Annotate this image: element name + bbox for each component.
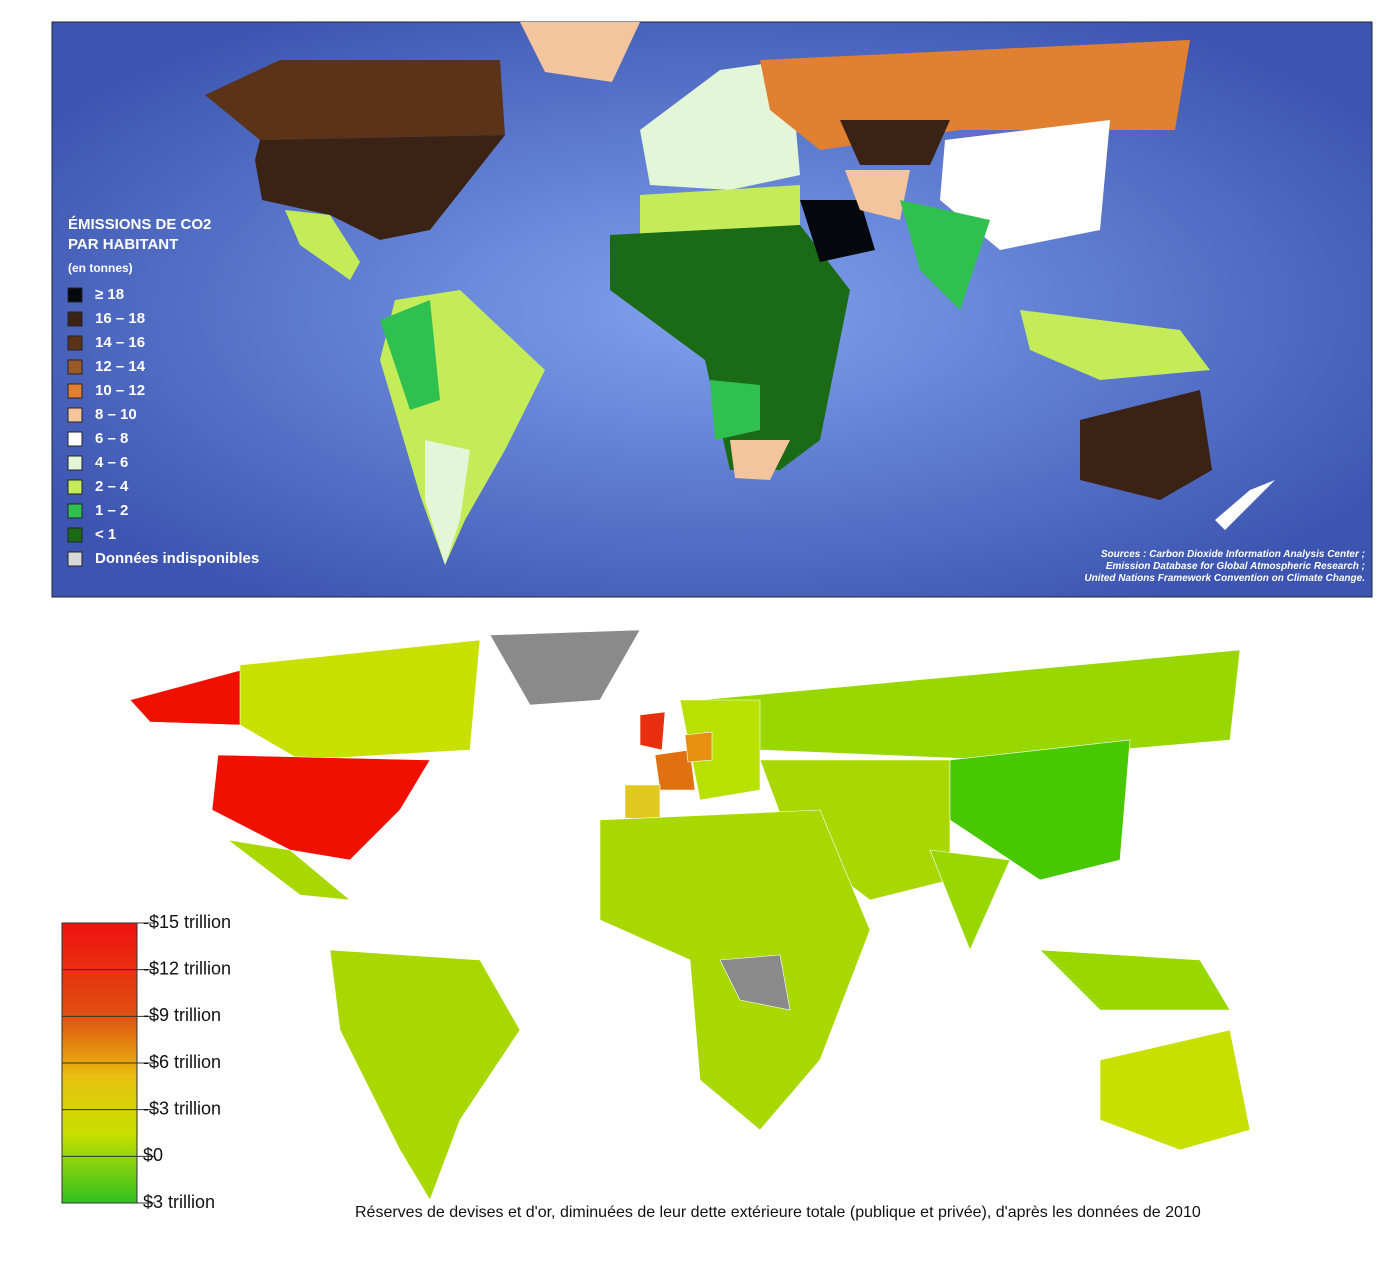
legend-title: ÉMISSIONS DE CO2 bbox=[68, 216, 211, 233]
iran bbox=[845, 170, 910, 220]
angola bbox=[710, 380, 760, 440]
andes bbox=[380, 300, 440, 410]
colorbar-label: -$15 trillion bbox=[143, 912, 231, 932]
legend-swatch bbox=[67, 431, 83, 447]
spain bbox=[624, 784, 661, 821]
mexico bbox=[285, 210, 360, 280]
legend-label: 8 – 10 bbox=[95, 406, 137, 423]
kazakhstan bbox=[840, 120, 950, 165]
europe bbox=[679, 699, 761, 801]
europe bbox=[640, 60, 800, 190]
australia bbox=[1080, 390, 1212, 500]
usa bbox=[255, 135, 505, 240]
china bbox=[940, 120, 1110, 250]
legend-label: 16 – 18 bbox=[95, 310, 145, 327]
france bbox=[654, 749, 696, 791]
germany bbox=[684, 731, 713, 763]
south-america bbox=[329, 949, 521, 1201]
legend-swatch bbox=[67, 311, 83, 327]
saudi-arabia bbox=[800, 200, 875, 262]
co2-map bbox=[51, 21, 1373, 598]
legend-swatch bbox=[67, 551, 83, 567]
indonesia bbox=[1020, 310, 1210, 380]
legend-label: Données indisponibles bbox=[95, 550, 259, 567]
legend-label: ≥ 18 bbox=[95, 286, 124, 303]
reserves-map bbox=[129, 629, 1251, 1201]
russia bbox=[699, 649, 1241, 761]
legend-label: 10 – 12 bbox=[95, 382, 145, 399]
canada bbox=[205, 60, 505, 140]
colorbar-label: -$3 trillion bbox=[143, 1098, 221, 1118]
usa bbox=[211, 754, 431, 861]
legend-unit: (en tonnes) bbox=[68, 261, 133, 275]
legend-label: 6 – 8 bbox=[95, 430, 128, 447]
uk bbox=[639, 711, 666, 751]
legend-swatch bbox=[67, 287, 83, 303]
legend-swatch bbox=[67, 407, 83, 423]
africa bbox=[610, 225, 850, 470]
china bbox=[949, 739, 1131, 881]
legend-swatch bbox=[67, 503, 83, 519]
legend-label: 1 – 2 bbox=[95, 502, 128, 519]
congo bbox=[719, 954, 791, 1011]
indonesia bbox=[1039, 949, 1231, 1011]
colorbar-label: $0 bbox=[143, 1145, 163, 1165]
new-zealand bbox=[1215, 480, 1275, 530]
colorbar-label: -$6 trillion bbox=[143, 1052, 221, 1072]
source: United Nations Framework Convention on C… bbox=[1084, 573, 1365, 584]
legend-swatch bbox=[67, 455, 83, 471]
legend-title: PAR HABITANT bbox=[68, 236, 178, 253]
legend-swatch bbox=[67, 359, 83, 375]
legend-label: < 1 bbox=[95, 526, 116, 543]
mexico bbox=[227, 839, 351, 901]
legend-swatch bbox=[67, 383, 83, 399]
legend-swatch bbox=[67, 335, 83, 351]
india bbox=[900, 200, 990, 310]
colorbar-label: $3 trillion bbox=[143, 1192, 215, 1212]
india bbox=[929, 849, 1011, 951]
colorbar-label: -$9 trillion bbox=[143, 1005, 221, 1025]
legend-swatch bbox=[67, 527, 83, 543]
legend-swatch bbox=[67, 479, 83, 495]
legend-label: 12 – 14 bbox=[95, 358, 146, 375]
australia bbox=[1099, 1029, 1251, 1151]
north-africa bbox=[640, 185, 800, 235]
source: Sources : Carbon Dioxide Information Ana… bbox=[1101, 549, 1365, 560]
greenland bbox=[520, 22, 640, 82]
canada bbox=[239, 639, 481, 761]
caption: Réserves de devises et d'or, diminuées d… bbox=[355, 1204, 1201, 1221]
argentina bbox=[425, 440, 470, 565]
greenland bbox=[489, 629, 641, 706]
source: Emission Database for Global Atmospheric… bbox=[1106, 561, 1365, 572]
legend-label: 4 – 6 bbox=[95, 454, 128, 471]
legend-label: 14 – 16 bbox=[95, 334, 145, 351]
legend-label: 2 – 4 bbox=[95, 478, 129, 495]
colorbar-label: -$12 trillion bbox=[143, 958, 231, 978]
south-africa bbox=[730, 440, 790, 480]
